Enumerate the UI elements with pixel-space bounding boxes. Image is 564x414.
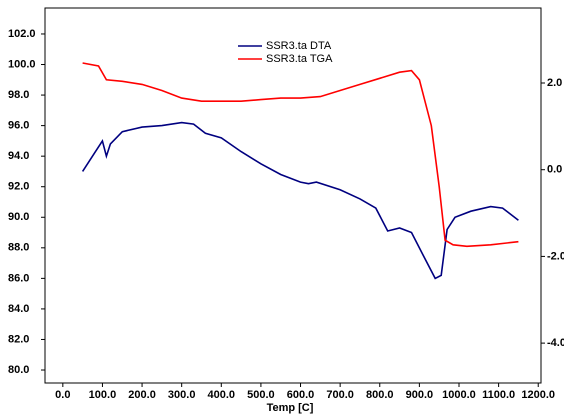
x-tick-label: 100.0	[89, 389, 117, 401]
x-tick-label: 500.0	[247, 389, 275, 401]
x-tick-label: 1000.0	[442, 389, 476, 401]
x-tick-label: 0.0	[55, 389, 70, 401]
legend-label: SSR3.ta DTA	[266, 40, 332, 52]
y-tick-label: 80.0	[8, 364, 29, 376]
legend-label: SSR3.ta TGA	[266, 53, 333, 65]
y-tick-label: 100.0	[8, 58, 36, 70]
x-tick-label: 900.0	[406, 389, 434, 401]
x-tick-label: 700.0	[326, 389, 354, 401]
x-tick-label: 300.0	[168, 389, 196, 401]
y-tick-label: 98.0	[8, 89, 29, 101]
y-tick-label: 82.0	[8, 333, 29, 345]
x-tick-label: 400.0	[208, 389, 236, 401]
series-line	[82, 62, 519, 248]
plot-area	[44, 7, 542, 384]
y-tick-label: 88.0	[8, 242, 29, 254]
x-tick-label: 1100.0	[482, 389, 515, 401]
y-tick-label: 92.0	[8, 181, 29, 193]
x-tick-label: 200.0	[128, 389, 156, 401]
y-tick-label: 96.0	[8, 120, 29, 132]
y-tick-label: 102.0	[8, 28, 36, 40]
x-axis-label: Temp [C]	[267, 402, 314, 414]
y-tick-label: 84.0	[8, 303, 29, 315]
x-tick-label: 800.0	[366, 389, 394, 401]
y-tick-label: 94.0	[8, 150, 29, 162]
y2-tick-label: -2.0	[547, 250, 564, 262]
x-tick-label: 600.0	[287, 389, 315, 401]
y2-tick-label: -4.0	[547, 337, 564, 349]
y-tick-label: 90.0	[8, 211, 29, 223]
y-tick-label: 86.0	[8, 272, 29, 284]
y2-tick-label: 2.0	[547, 77, 562, 89]
x-tick-label: 1200.0	[521, 389, 555, 401]
series-line	[81, 121, 519, 280]
y2-tick-label: 0.0	[547, 164, 562, 176]
